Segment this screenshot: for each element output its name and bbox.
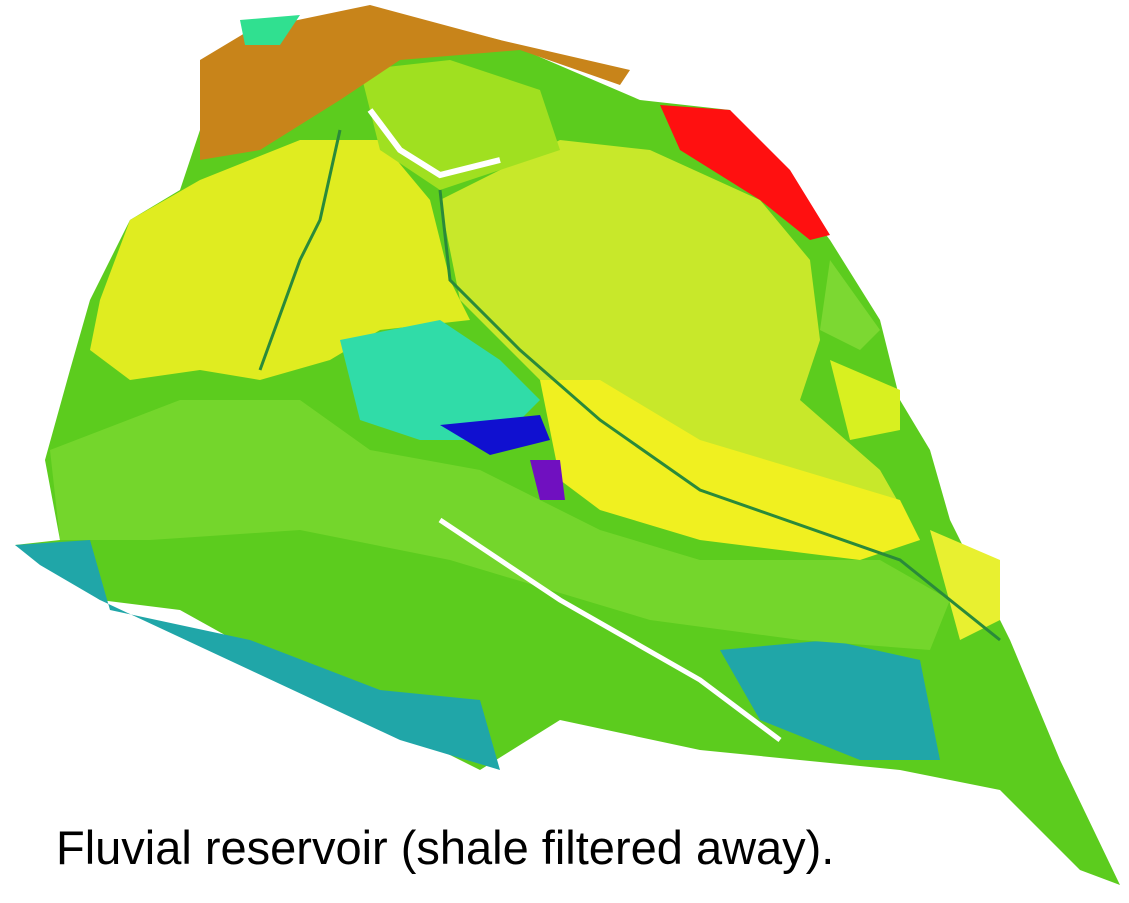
reservoir-render [0,0,1129,903]
caption: Fluvial reservoir (shale filtered away). [56,820,834,875]
page: Fluvial reservoir (shale filtered away). [0,0,1129,903]
